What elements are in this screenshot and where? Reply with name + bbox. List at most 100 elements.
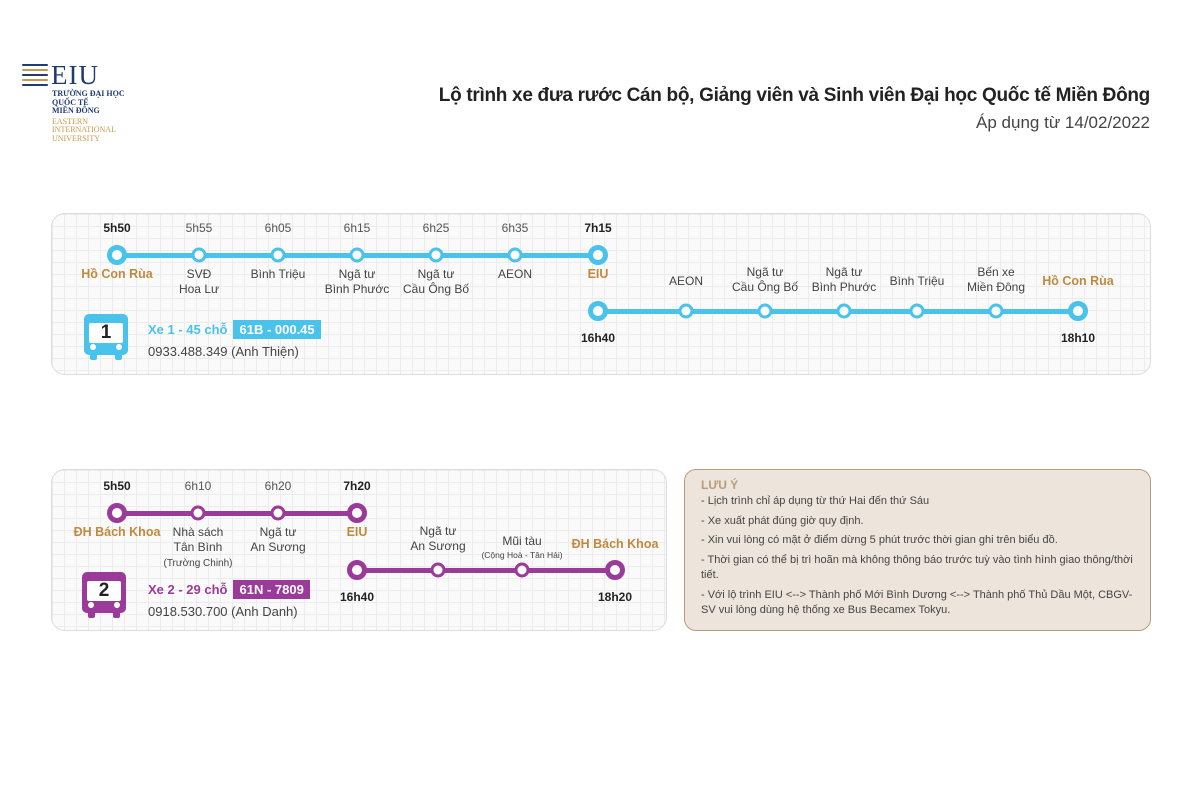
logo-vn-line: QUỐC TẾ bbox=[52, 97, 89, 107]
logo-en-line: EASTERN bbox=[52, 116, 88, 126]
route2-morning-line bbox=[117, 510, 357, 516]
route1-morning-stop-marker bbox=[349, 247, 365, 263]
bus-wheel-icon bbox=[88, 611, 95, 618]
route2-afternoon-stop-marker bbox=[430, 562, 446, 578]
route2-afternoon-stop-label: Ngã tư An Sương bbox=[410, 524, 466, 553]
bus-number: 1 bbox=[89, 322, 123, 343]
logo-vn-line: MIỀN ĐÔNG bbox=[52, 106, 100, 115]
route1-morning-stop-label: Hồ Con Rùa bbox=[81, 267, 153, 281]
route1-afternoon-stop-marker bbox=[836, 303, 852, 319]
route1-vehicle-info: Xe 1 - 45 chỗ 61B - 000.45 bbox=[148, 320, 321, 339]
bus-light-icon bbox=[114, 602, 120, 608]
route1-afternoon-stop-label: Hồ Con Rùa bbox=[1042, 274, 1114, 288]
route2-morning-time: 6h10 bbox=[184, 479, 212, 493]
logo-vn-line: TRƯỜNG ĐẠI HỌC bbox=[52, 89, 125, 98]
bus-light-icon bbox=[88, 602, 94, 608]
route1-morning-time: 5h50 bbox=[103, 221, 131, 235]
route1-morning-stop-marker bbox=[507, 247, 523, 263]
route2-afternoon-start-time: 16h40 bbox=[339, 590, 375, 604]
route1-phone: 0933.488.349 (Anh Thiện) bbox=[148, 344, 299, 359]
route1-afternoon-stop-marker bbox=[1068, 301, 1088, 321]
route1-morning-time: 6h15 bbox=[343, 221, 371, 235]
route2-plate: 61N - 7809 bbox=[233, 580, 310, 599]
route2-morning-time: 7h20 bbox=[343, 479, 371, 493]
bus-light-icon bbox=[90, 344, 96, 350]
note-item: - Thời gian có thể bị trì hoãn mà không … bbox=[701, 553, 1133, 582]
route1-morning-time: 6h05 bbox=[264, 221, 292, 235]
route1-bus-icon: 1 bbox=[84, 314, 128, 360]
logo-emblem-icon bbox=[22, 64, 48, 86]
route2-afternoon-stop-note: (Cộng Hoà - Tân Hải) bbox=[481, 550, 563, 560]
route1-morning-stop-label: AEON bbox=[497, 267, 533, 281]
route2-afternoon-stop-label: Mũi tàu bbox=[502, 534, 542, 548]
route1-morning-time: 5h55 bbox=[185, 221, 213, 235]
route1-morning-stop-marker bbox=[191, 247, 207, 263]
route2-morning-stop-marker bbox=[270, 505, 286, 521]
route1-morning-stop-label: Ngã tư Bình Phước bbox=[324, 267, 390, 296]
route1-afternoon-stop-label: Bình Triệu bbox=[889, 274, 945, 288]
route1-morning-stop-label: SVĐ Hoa Lư bbox=[178, 267, 220, 296]
bus-wheel-icon bbox=[115, 353, 122, 360]
route1-afternoon-stop-marker bbox=[988, 303, 1004, 319]
bus-number: 2 bbox=[87, 580, 121, 601]
note-item: - Lịch trình chỉ áp dụng từ thứ Hai đến … bbox=[701, 495, 930, 507]
note-item: - Với lộ trình EIU <--> Thành phố Mới Bì… bbox=[701, 588, 1133, 617]
route1-morning-stop-marker bbox=[107, 245, 127, 265]
route1-afternoon-stop-marker bbox=[678, 303, 694, 319]
route2-morning-time: 6h20 bbox=[264, 479, 292, 493]
route2-morning-time: 5h50 bbox=[103, 479, 131, 493]
page-title: Lộ trình xe đưa rước Cán bộ, Giảng viên … bbox=[438, 85, 1151, 106]
route2-afternoon-line bbox=[357, 567, 615, 573]
route2-morning-stop-label: EIU bbox=[346, 525, 368, 539]
route2-morning-stop-marker bbox=[347, 503, 367, 523]
bus-wheel-icon bbox=[113, 611, 120, 618]
route1-morning-time: 7h15 bbox=[584, 221, 612, 235]
route2-bus-icon: 2 bbox=[82, 572, 126, 618]
route2-afternoon-stop-label: ĐH Bách Khoa bbox=[571, 537, 659, 551]
route1-morning-stop-marker bbox=[588, 245, 608, 265]
route2-morning-stop-marker bbox=[107, 503, 127, 523]
route2-vehicle-info: Xe 2 - 29 chỗ 61N - 7809 bbox=[148, 580, 310, 599]
route2-afternoon-end-time: 18h20 bbox=[597, 590, 633, 604]
route1-afternoon-stop-marker bbox=[909, 303, 925, 319]
logo-en-line: INTERNATIONAL bbox=[52, 125, 116, 134]
route2-phone: 0918.530.700 (Anh Danh) bbox=[148, 604, 298, 619]
route1-panel bbox=[51, 213, 1151, 375]
route1-morning-time: 6h35 bbox=[501, 221, 529, 235]
notes-title: LƯU Ý bbox=[701, 478, 739, 492]
route1-morning-stop-marker bbox=[428, 247, 444, 263]
route2-afternoon-stop-marker bbox=[347, 560, 367, 580]
route1-morning-stop-label: EIU bbox=[587, 267, 609, 281]
route1-morning-stop-label: Ngã tư Cầu Ông Bố bbox=[402, 267, 470, 296]
route1-afternoon-start-time: 16h40 bbox=[580, 331, 616, 345]
route2-morning-stop-marker bbox=[190, 505, 206, 521]
bus-wheel-icon bbox=[90, 353, 97, 360]
route1-afternoon-stop-label: Ngã tư Cầu Ông Bố bbox=[731, 265, 799, 294]
note-item: - Xe xuất phát đúng giờ quy định. bbox=[701, 514, 864, 527]
route1-morning-stop-marker bbox=[270, 247, 286, 263]
route2-panel bbox=[51, 469, 667, 631]
route1-morning-stop-label: Bình Triệu bbox=[250, 267, 306, 281]
page-subtitle: Áp dụng từ 14/02/2022 bbox=[976, 113, 1150, 132]
route1-morning-time: 6h25 bbox=[422, 221, 450, 235]
route2-vehicle-name: Xe 2 - 29 chỗ bbox=[148, 582, 228, 597]
route1-afternoon-stop-marker bbox=[588, 301, 608, 321]
route2-afternoon-stop-marker bbox=[605, 560, 625, 580]
route1-afternoon-stop-marker bbox=[757, 303, 773, 319]
route2-morning-stop-note: (Trường Chinh) bbox=[163, 558, 233, 569]
route2-morning-stop-label: Ngã tư An Sương bbox=[250, 525, 306, 554]
note-item: - Xin vui lòng có mặt ở điểm dừng 5 phút… bbox=[701, 534, 1058, 546]
route1-afternoon-stop-label: AEON bbox=[668, 274, 704, 288]
route2-morning-stop-label: Nhà sách Tân Bình bbox=[172, 525, 224, 554]
logo-name: EIU bbox=[51, 60, 99, 90]
route1-afternoon-stop-label: Ngã tư Bình Phước bbox=[811, 265, 877, 294]
route1-plate: 61B - 000.45 bbox=[233, 320, 321, 339]
logo-en-line: UNIVERSITY bbox=[52, 133, 100, 143]
route2-afternoon-stop-marker bbox=[514, 562, 530, 578]
eiu-logo: EIU TRƯỜNG ĐẠI HỌC QUỐC TẾ MIỀN ĐÔNG EAS… bbox=[22, 62, 162, 143]
route1-afternoon-end-time: 18h10 bbox=[1060, 331, 1096, 345]
route1-afternoon-stop-label: Bến xe Miền Đông bbox=[966, 265, 1026, 294]
route2-morning-stop-label: ĐH Bách Khoa bbox=[73, 525, 161, 539]
route1-vehicle-name: Xe 1 - 45 chỗ bbox=[148, 322, 228, 337]
bus-light-icon bbox=[116, 344, 122, 350]
